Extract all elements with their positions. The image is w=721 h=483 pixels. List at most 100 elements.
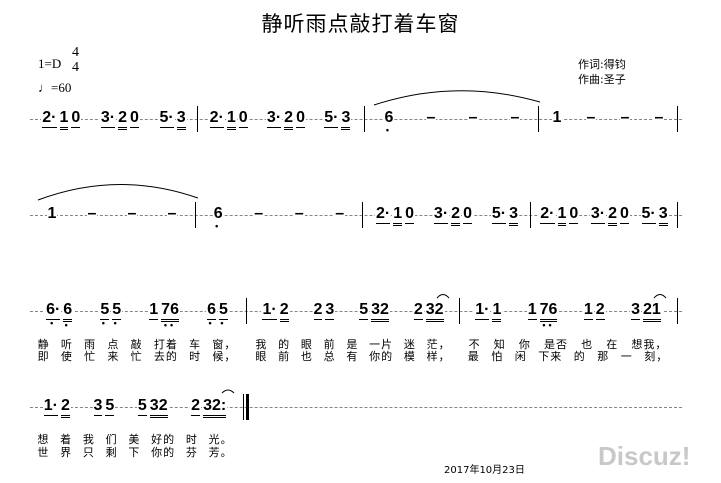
lyric-syllable: 我 xyxy=(255,338,268,351)
lyric-syllable: 闲 xyxy=(514,350,527,363)
beat: 2 32: xyxy=(190,397,228,424)
lyric-syllable: 知 xyxy=(493,338,506,351)
note: – xyxy=(653,109,665,133)
beat: – xyxy=(293,205,305,229)
note-text: 3 xyxy=(631,301,640,320)
note: 3· xyxy=(589,205,607,232)
note: 76 •• xyxy=(538,301,559,330)
note: – xyxy=(425,109,437,133)
lyric-syllable: 我 xyxy=(82,433,95,446)
lyric-line: 静听雨点敲打着车窗， xyxy=(32,338,242,352)
barline xyxy=(195,202,196,228)
note-text: – xyxy=(586,109,596,126)
date: 2017年10月23日 xyxy=(444,465,525,476)
note-text: 5 xyxy=(112,301,122,320)
lyric-line: 不知你是否也在想我， xyxy=(462,338,674,352)
note-text: 1 xyxy=(527,301,537,320)
lyric-syllable: 也 xyxy=(300,350,313,363)
lyric-syllable: 的 xyxy=(573,350,586,363)
note-text: 2 xyxy=(279,301,289,322)
beat: 5· 3 xyxy=(158,109,187,136)
note: 1 xyxy=(556,205,568,232)
lyric-line: 即使忙来忙去的时候， xyxy=(32,350,242,364)
note-text: – xyxy=(620,109,630,126)
note: 2 xyxy=(594,301,606,326)
note: 1 xyxy=(491,301,503,328)
barline xyxy=(677,202,678,228)
measure: 2· 1 0 3· 2 0 5· 3 xyxy=(366,205,528,235)
beat: 3· 2 0 xyxy=(589,205,630,232)
lyric-syllable: 去的 xyxy=(153,350,178,363)
lyricist-credit: 作词:得钧 xyxy=(578,58,626,71)
note-text: 0 xyxy=(569,205,579,224)
note-text: 3 xyxy=(176,109,186,130)
note-text: 3· xyxy=(590,205,606,224)
lyric-line: 最怕闲下来的那一刻， xyxy=(462,350,674,364)
barline xyxy=(677,298,678,324)
note: 1 xyxy=(46,205,58,229)
note-text: 3 xyxy=(509,205,519,226)
note-text: 1· xyxy=(262,301,277,320)
note-text: 2· xyxy=(209,109,224,128)
note-text: 5· xyxy=(491,205,507,224)
note-text: 5 xyxy=(137,397,147,416)
lyric-syllable: 一 xyxy=(620,350,633,363)
lyric-syllable: 界 xyxy=(60,446,73,459)
note-text: 3 xyxy=(658,205,668,226)
note: 0 xyxy=(237,109,249,136)
measure: 2· 1 0 3· 2 0 5· 3 xyxy=(32,109,196,139)
note-text: 1 xyxy=(226,109,236,130)
lyric-syllable: 的 xyxy=(278,338,291,351)
note: 5· xyxy=(490,205,508,232)
note: 5 • xyxy=(99,301,111,328)
note: 5 xyxy=(104,397,116,422)
measure: 1· 2 3 5 5 32 2 32: xyxy=(32,397,238,427)
lyric-syllable: 光。 xyxy=(208,433,233,446)
note-text: 32 xyxy=(149,397,168,418)
measure: 2· 1 0 3· 2 0 5· 3 xyxy=(200,109,360,139)
time-signature: 4 4 xyxy=(72,45,79,75)
note: 2 xyxy=(283,109,295,136)
watermark-logo: Discuz! xyxy=(598,441,691,471)
note: – xyxy=(253,205,265,229)
note: – xyxy=(619,109,631,133)
note: 3 xyxy=(92,397,104,422)
lyric-line: 世界只剩下你的芬芳。 xyxy=(32,446,238,460)
time-top: 4 xyxy=(72,45,79,60)
note-text: 2 xyxy=(595,301,605,320)
tempo-value: =60 xyxy=(51,80,72,95)
note-text: – xyxy=(335,205,345,222)
beat: 5 • 5 • xyxy=(99,301,123,328)
note: 1 xyxy=(392,205,404,232)
note-text: 21 xyxy=(642,301,661,322)
lyric-syllable: 是 xyxy=(346,338,359,351)
note-text: 2 xyxy=(61,397,70,418)
lyric-syllable: 刻， xyxy=(644,350,669,363)
note: 2 xyxy=(312,301,324,326)
note-text: 6 xyxy=(384,109,394,126)
lyric-syllable: 忙 xyxy=(130,350,143,363)
note-text: 5· xyxy=(641,205,656,224)
lyric-syllable: 使 xyxy=(60,350,73,363)
note: 1 xyxy=(526,301,538,328)
note-text: 3· xyxy=(100,109,116,128)
barline xyxy=(538,106,539,132)
note: 3 xyxy=(175,109,187,136)
note: 6 • xyxy=(206,301,217,328)
lyric-syllable: 点 xyxy=(107,338,120,351)
lyric-syllable: 是否 xyxy=(543,338,568,351)
note: 3 xyxy=(508,205,520,232)
note: 6 • xyxy=(62,301,74,330)
final-barline xyxy=(246,394,249,420)
note: 2· xyxy=(539,205,556,232)
final-barline xyxy=(243,394,244,420)
note-text: 3· xyxy=(266,109,282,128)
note-text: 3 xyxy=(93,397,103,416)
lyric-syllable: 打着 xyxy=(153,338,178,351)
low-octave-dot: • xyxy=(215,221,222,231)
lyric-syllable: 窗， xyxy=(212,338,237,351)
barline xyxy=(530,202,531,228)
